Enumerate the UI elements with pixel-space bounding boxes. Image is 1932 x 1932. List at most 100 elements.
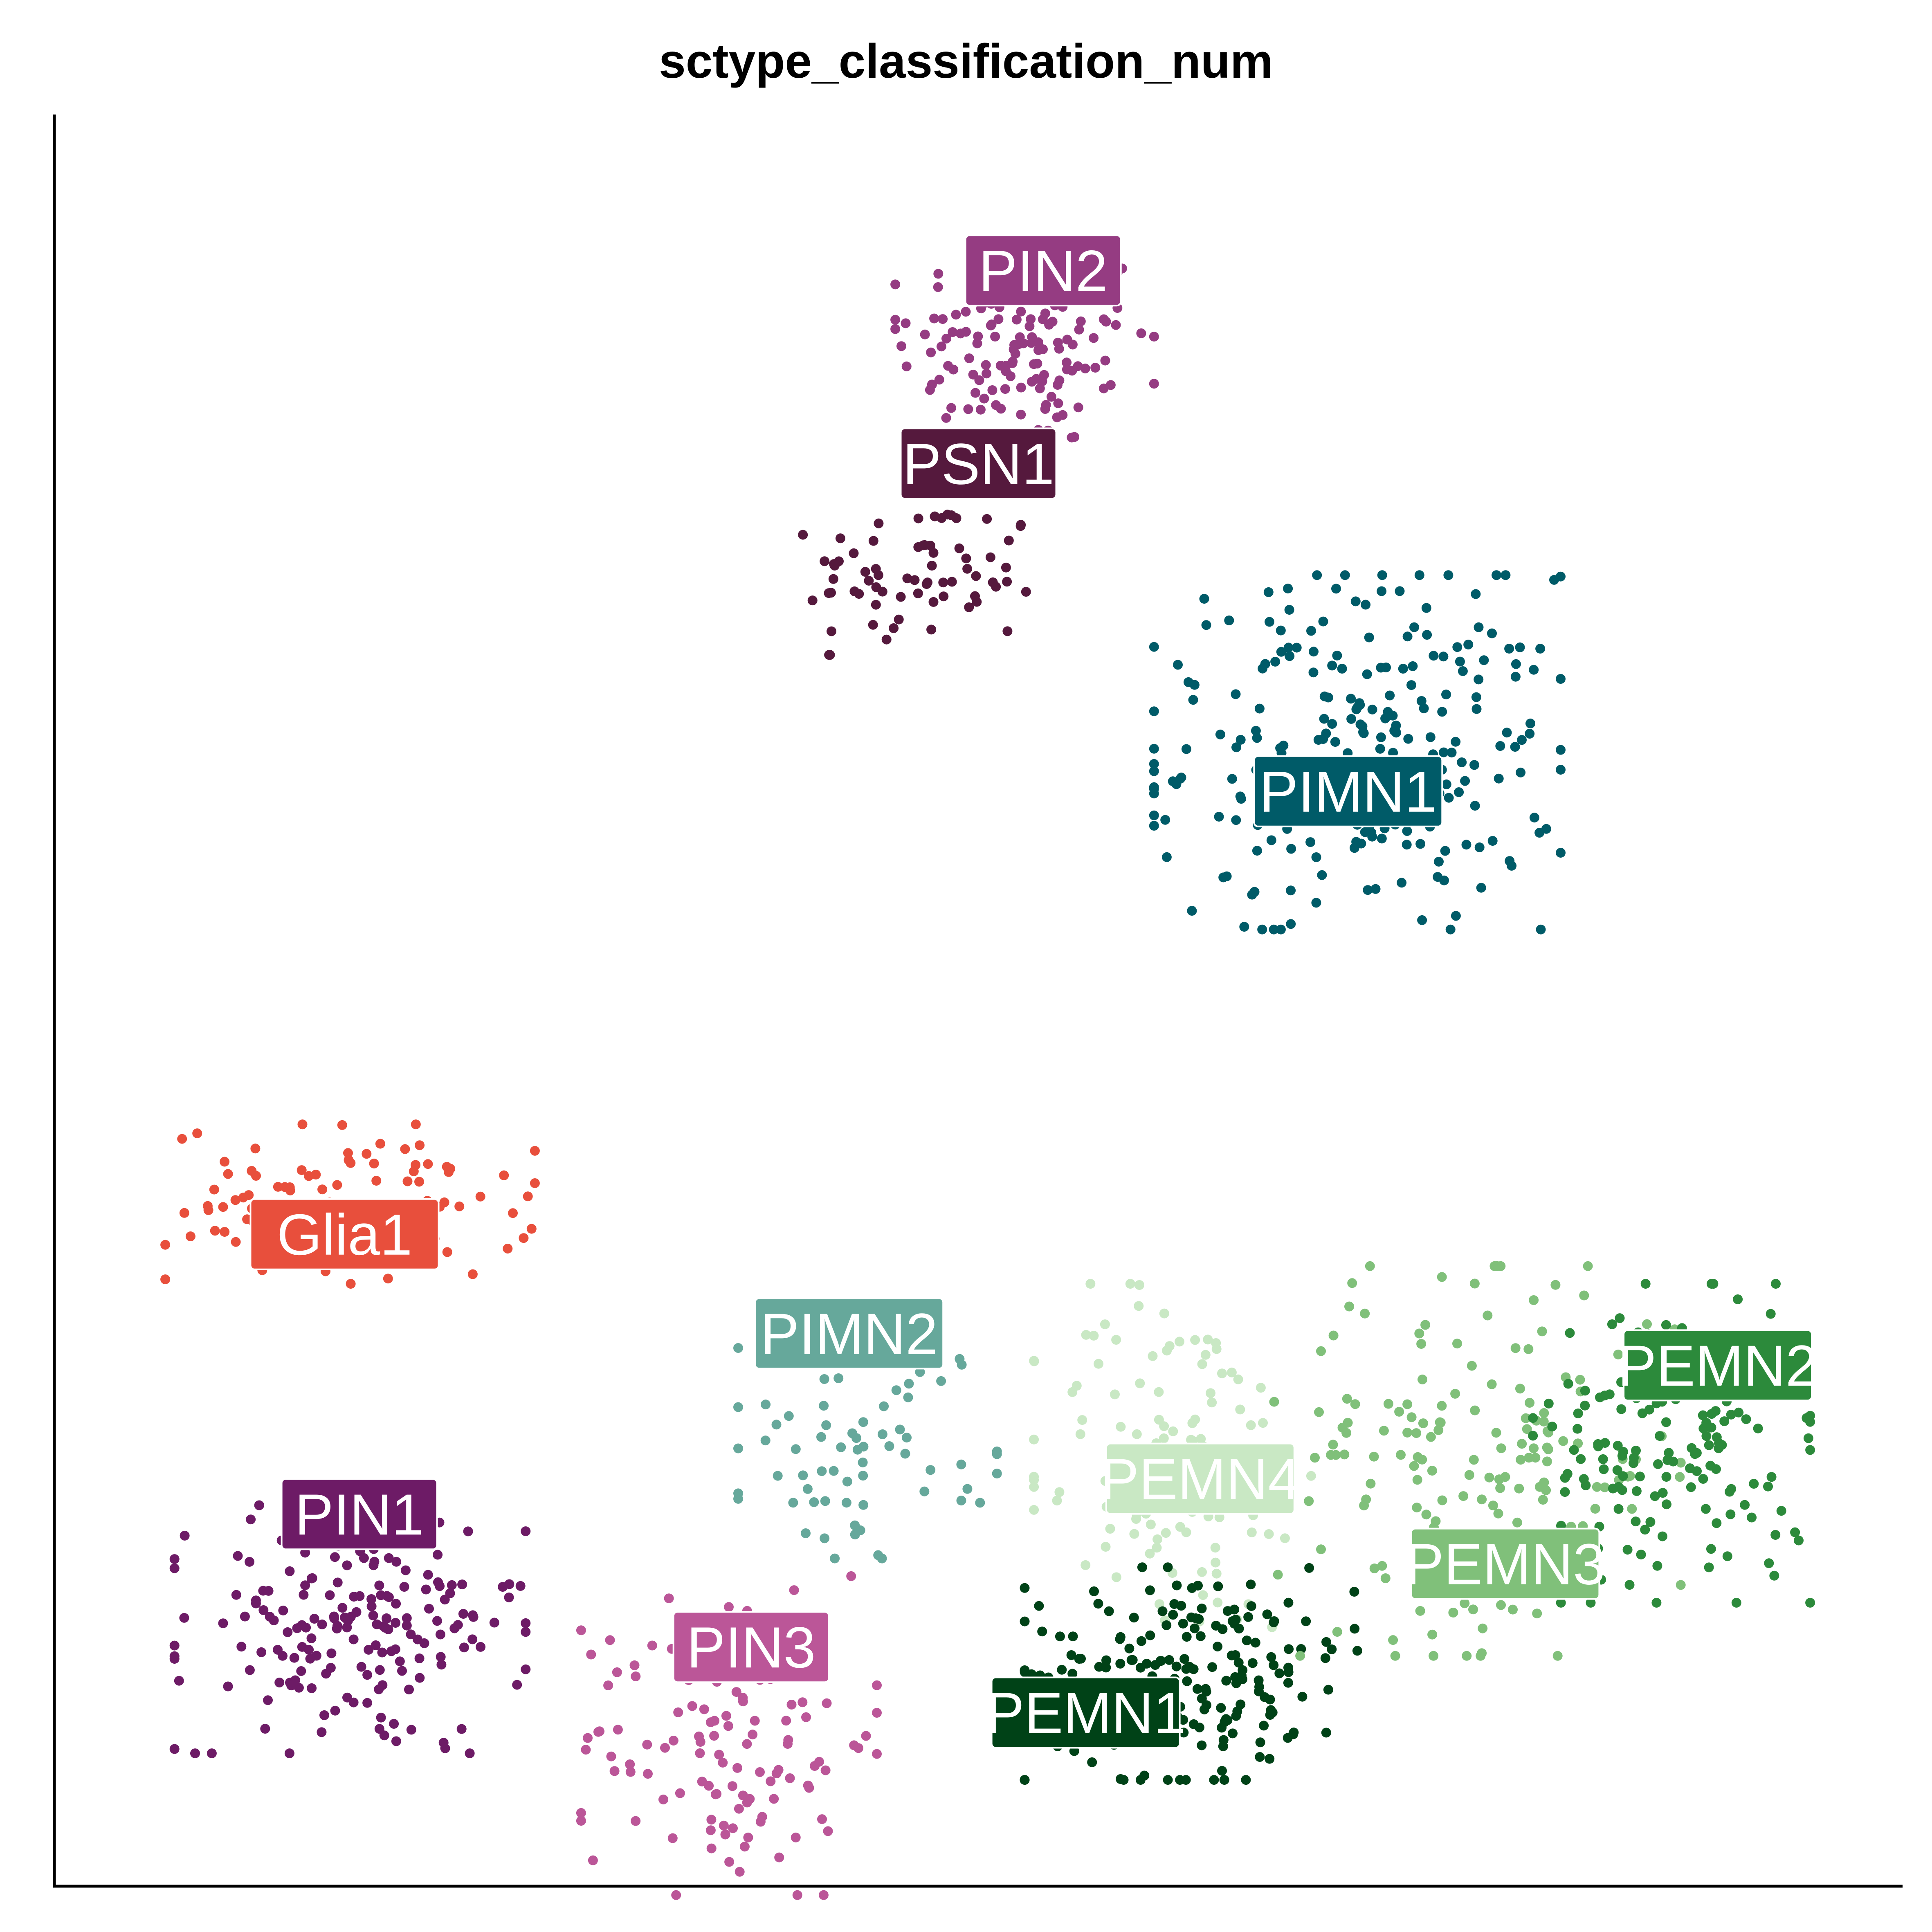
cluster-label-pin2: PIN2 [964,234,1122,307]
point-pimn1 [1251,726,1261,736]
point-pin2 [1037,376,1047,386]
point-pin1 [169,1563,180,1573]
point-pimn1 [1517,735,1527,745]
point-pin3 [625,1759,635,1769]
point-pimn1 [1422,630,1432,640]
cluster-label-text: PEMN4 [1100,1447,1300,1512]
point-glia1 [402,1176,413,1186]
point-pimn1 [1414,570,1424,580]
point-pin1 [402,1613,412,1623]
point-pemn2 [1770,1530,1781,1540]
point-pimn1 [1437,707,1447,717]
point-glia1 [220,1227,230,1237]
point-pemn3 [1477,1494,1487,1505]
point-pemn4 [1085,1279,1096,1289]
point-pin3 [586,1649,596,1660]
point-pimn1 [1231,742,1241,753]
point-pin2 [1099,383,1109,393]
point-pin2 [1040,308,1050,319]
point-pemn1 [1164,1655,1174,1665]
point-pin3 [750,1716,760,1726]
point-pimn1 [1330,737,1340,747]
point-glia1 [343,1148,353,1158]
point-pin1 [289,1653,299,1663]
point-pemn3 [1339,1449,1350,1460]
point-pemn1 [1093,1599,1103,1609]
point-pin1 [263,1695,273,1705]
cluster-label-psn1: PSN1 [900,427,1057,500]
point-pemn2 [1733,1294,1743,1304]
point-pin2 [1067,366,1077,376]
point-pin1 [246,1514,256,1525]
point-pimn1 [1471,589,1481,599]
point-pimn1 [1312,570,1322,580]
point-pimn2 [733,1443,743,1453]
point-pemn4 [1197,1359,1207,1369]
point-pemn3 [1273,1570,1283,1580]
point-pin3 [732,1763,742,1773]
point-pemn2 [1580,1386,1590,1396]
point-pimn1 [1305,837,1316,847]
point-pin1 [375,1665,385,1675]
point-pin3 [695,1748,705,1758]
point-pemn3 [1467,1361,1477,1371]
point-pemn3 [1326,1450,1336,1460]
point-pin1 [326,1648,337,1658]
point-pimn1 [1469,760,1479,770]
point-pin3 [798,1697,808,1707]
point-pemn2 [1573,1424,1583,1434]
point-glia1 [383,1274,393,1284]
point-pimn2 [784,1411,794,1421]
cluster-label-box [281,1478,438,1550]
point-pemn2 [1698,1474,1708,1484]
point-pin3 [727,1781,737,1791]
point-pin2 [981,360,991,370]
point-pin3 [673,1707,683,1717]
point-pemn2 [1719,1416,1730,1427]
point-pimn1 [1351,837,1361,847]
point-pin1 [406,1629,416,1640]
point-glia1 [230,1195,240,1205]
point-pemn4 [1264,1529,1274,1539]
point-pemn2 [1661,1417,1671,1427]
point-pemn4 [1306,1471,1316,1481]
point-pemn2 [1710,1406,1721,1416]
point-pimn1 [1470,801,1480,811]
point-pemn2 [1741,1414,1751,1424]
point-pemn4 [1132,1429,1142,1439]
point-pemn1 [1288,1729,1298,1739]
point-pemn4 [1203,1334,1213,1345]
cluster-label-text: PIMN2 [760,1301,938,1366]
point-pin1 [278,1651,288,1661]
point-psn1 [849,586,860,596]
point-pemn2 [1726,1409,1736,1420]
point-pin1 [179,1613,189,1623]
point-pemn4 [1196,1434,1206,1444]
point-pin2 [1053,398,1063,409]
point-pemn3 [1521,1413,1531,1423]
point-pemn1 [1222,1715,1233,1725]
series-pimn1 [1149,570,1566,935]
point-psn1 [913,588,923,598]
point-pemn2 [1706,1422,1716,1433]
point-pemn1 [1207,1662,1218,1672]
point-pin2 [901,318,911,328]
point-pemn4 [1081,1560,1091,1570]
point-pin1 [421,1584,431,1595]
point-pemn2 [1651,1597,1662,1608]
point-pemn1 [1250,1638,1260,1648]
point-pemn3 [1390,1651,1400,1661]
point-pin3 [705,1825,716,1835]
point-pimn1 [1529,813,1539,823]
point-pemn1 [1246,1601,1256,1611]
point-pimn1 [1263,587,1274,597]
point-pin1 [326,1663,336,1673]
point-pimn1 [1319,714,1329,724]
point-pin1 [395,1656,405,1667]
point-pemn3 [1542,1456,1552,1467]
point-pimn1 [1454,787,1464,797]
point-pin1 [362,1698,373,1708]
point-pin1 [447,1580,457,1590]
point-pemn1 [1197,1740,1207,1750]
point-pimn1 [1395,586,1405,596]
